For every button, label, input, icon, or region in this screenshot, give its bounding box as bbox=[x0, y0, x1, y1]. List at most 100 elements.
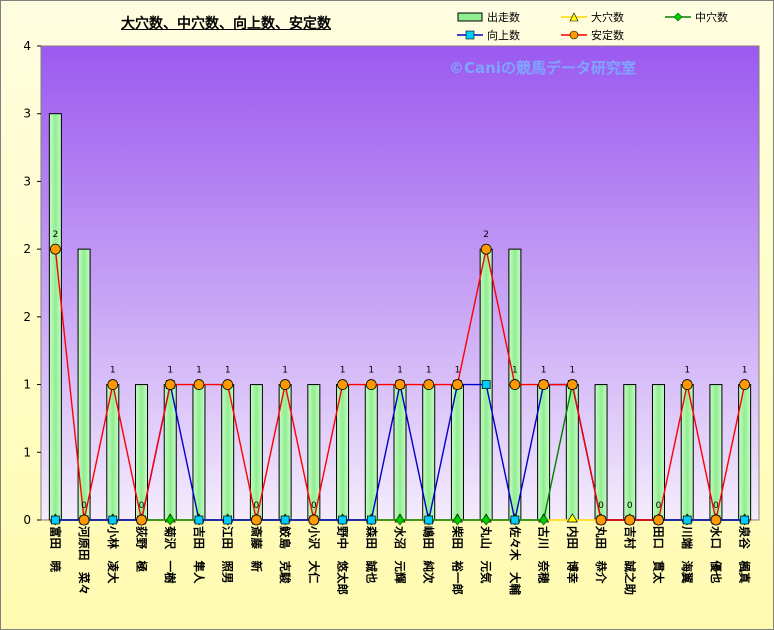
point-marker bbox=[280, 515, 290, 525]
category-label: 河原田 菜々 bbox=[77, 526, 91, 595]
legend-item-longshot: 大穴数 bbox=[561, 9, 624, 25]
point-marker bbox=[337, 379, 348, 390]
point-marker bbox=[481, 380, 491, 389]
y-tick-label: 2 bbox=[23, 242, 31, 256]
data-label: 0 bbox=[598, 501, 604, 511]
category-label: 小沢 大仁 bbox=[307, 525, 321, 584]
point-marker bbox=[223, 515, 233, 525]
point-marker bbox=[424, 515, 434, 525]
legend-diamond-swatch bbox=[665, 12, 691, 22]
data-label: 2 bbox=[483, 230, 489, 240]
point-marker bbox=[250, 514, 262, 526]
data-label: 2 bbox=[52, 230, 58, 240]
legend-item-improve: 向上数 bbox=[457, 27, 520, 43]
category-label: 森田 誠也 bbox=[364, 526, 378, 584]
point-marker bbox=[365, 379, 377, 390]
point-marker bbox=[51, 515, 60, 525]
category-label: 古川 奈穂 bbox=[537, 526, 551, 584]
point-marker bbox=[164, 379, 176, 390]
legend-item-midshot: 中穴数 bbox=[665, 9, 728, 25]
category-label: 荻野 極 bbox=[135, 526, 149, 572]
data-label: 0 bbox=[656, 501, 662, 511]
y-tick-label: 3 bbox=[23, 107, 31, 121]
point-marker bbox=[510, 515, 520, 525]
legend-label-longshot: 大穴数 bbox=[591, 11, 624, 24]
point-marker bbox=[539, 514, 549, 526]
data-label: 0 bbox=[311, 501, 317, 511]
point-marker bbox=[338, 515, 347, 525]
category-label: 佐々木 大輔 bbox=[508, 525, 522, 595]
y-tick-label: 3 bbox=[23, 174, 31, 188]
category-label: 水沼 元輝 bbox=[393, 526, 407, 584]
point-marker bbox=[710, 514, 722, 526]
category-label: 江田 照男 bbox=[221, 526, 235, 584]
data-label: 1 bbox=[397, 366, 403, 376]
data-label: 1 bbox=[196, 366, 202, 376]
point-marker bbox=[366, 515, 376, 525]
category-label: 丸田 恭介 bbox=[594, 525, 608, 584]
category-label: 吉田 隼人 bbox=[192, 526, 206, 584]
category-label: 丸山 元気 bbox=[479, 525, 493, 584]
bar bbox=[623, 384, 637, 521]
data-label: 1 bbox=[368, 366, 374, 376]
y-tick-label: 4 bbox=[23, 39, 31, 53]
legend-item-stable: 安定数 bbox=[561, 27, 624, 43]
marker-series bbox=[49, 243, 751, 526]
category-label: 鮫島 克駿 bbox=[278, 526, 292, 584]
data-label: 1 bbox=[569, 366, 575, 376]
point-marker bbox=[394, 379, 406, 390]
data-label: 0 bbox=[139, 501, 145, 511]
point-marker bbox=[653, 514, 664, 526]
point-marker bbox=[682, 515, 692, 525]
point-marker bbox=[480, 243, 492, 255]
category-label: 田口 貫太 bbox=[651, 526, 665, 584]
point-marker bbox=[624, 514, 636, 526]
legend-square-swatch bbox=[457, 30, 483, 40]
data-label: 1 bbox=[110, 366, 116, 376]
point-marker bbox=[222, 379, 234, 390]
point-marker bbox=[740, 515, 749, 525]
point-marker bbox=[566, 379, 578, 390]
legend-item-runs: 出走数 bbox=[457, 9, 520, 25]
legend-label-stable: 安定数 bbox=[591, 29, 624, 42]
category-label: 柴田 裕一郎 bbox=[450, 525, 464, 595]
point-marker bbox=[49, 243, 61, 255]
point-marker bbox=[108, 515, 118, 525]
y-axis: 4 3 3 2 2 1 1 0 bbox=[23, 39, 41, 527]
category-label: 嶋田 純次 bbox=[422, 526, 436, 584]
category-label: 吉村 誠之助 bbox=[623, 526, 637, 595]
bar bbox=[48, 113, 62, 521]
category-label: 菊沢 一樹 bbox=[163, 526, 177, 584]
point-marker bbox=[194, 515, 204, 525]
category-label: 川端 海翼 bbox=[680, 525, 694, 584]
legend-bar-swatch bbox=[457, 12, 483, 22]
data-label: 0 bbox=[254, 501, 260, 511]
data-label: 1 bbox=[340, 366, 346, 376]
point-marker bbox=[595, 514, 607, 526]
data-label: 1 bbox=[512, 366, 518, 376]
category-label: 富田 暁 bbox=[48, 526, 62, 572]
legend-triangle-swatch bbox=[561, 12, 587, 22]
legend-label-runs: 出走数 bbox=[487, 11, 520, 24]
point-marker bbox=[452, 514, 462, 526]
data-label: 1 bbox=[282, 366, 288, 376]
category-label: 斎藤 新 bbox=[249, 526, 263, 572]
point-marker bbox=[165, 514, 175, 526]
category-label: 内田 博幸 bbox=[565, 526, 579, 584]
category-label: 小林 凌大 bbox=[106, 525, 120, 584]
point-marker bbox=[78, 514, 90, 526]
y-tick-label: 0 bbox=[23, 513, 31, 527]
point-marker bbox=[136, 514, 147, 526]
point-marker bbox=[739, 379, 751, 390]
data-label: 0 bbox=[81, 501, 87, 511]
point-marker bbox=[481, 514, 491, 526]
point-marker bbox=[452, 379, 463, 390]
data-label: 1 bbox=[541, 366, 547, 376]
data-labels: 2 0 1 0 1 1 1 0 1 0 1 1 1 1 1 2 1 1 1 0 0 0 1 0 1 bbox=[52, 230, 747, 511]
y-tick-label: 1 bbox=[23, 445, 31, 459]
y-tick-label: 1 bbox=[23, 378, 31, 392]
category-label: 野中 悠太郎 bbox=[336, 526, 350, 595]
point-marker bbox=[395, 514, 405, 526]
y-tick-label: 2 bbox=[23, 310, 31, 324]
